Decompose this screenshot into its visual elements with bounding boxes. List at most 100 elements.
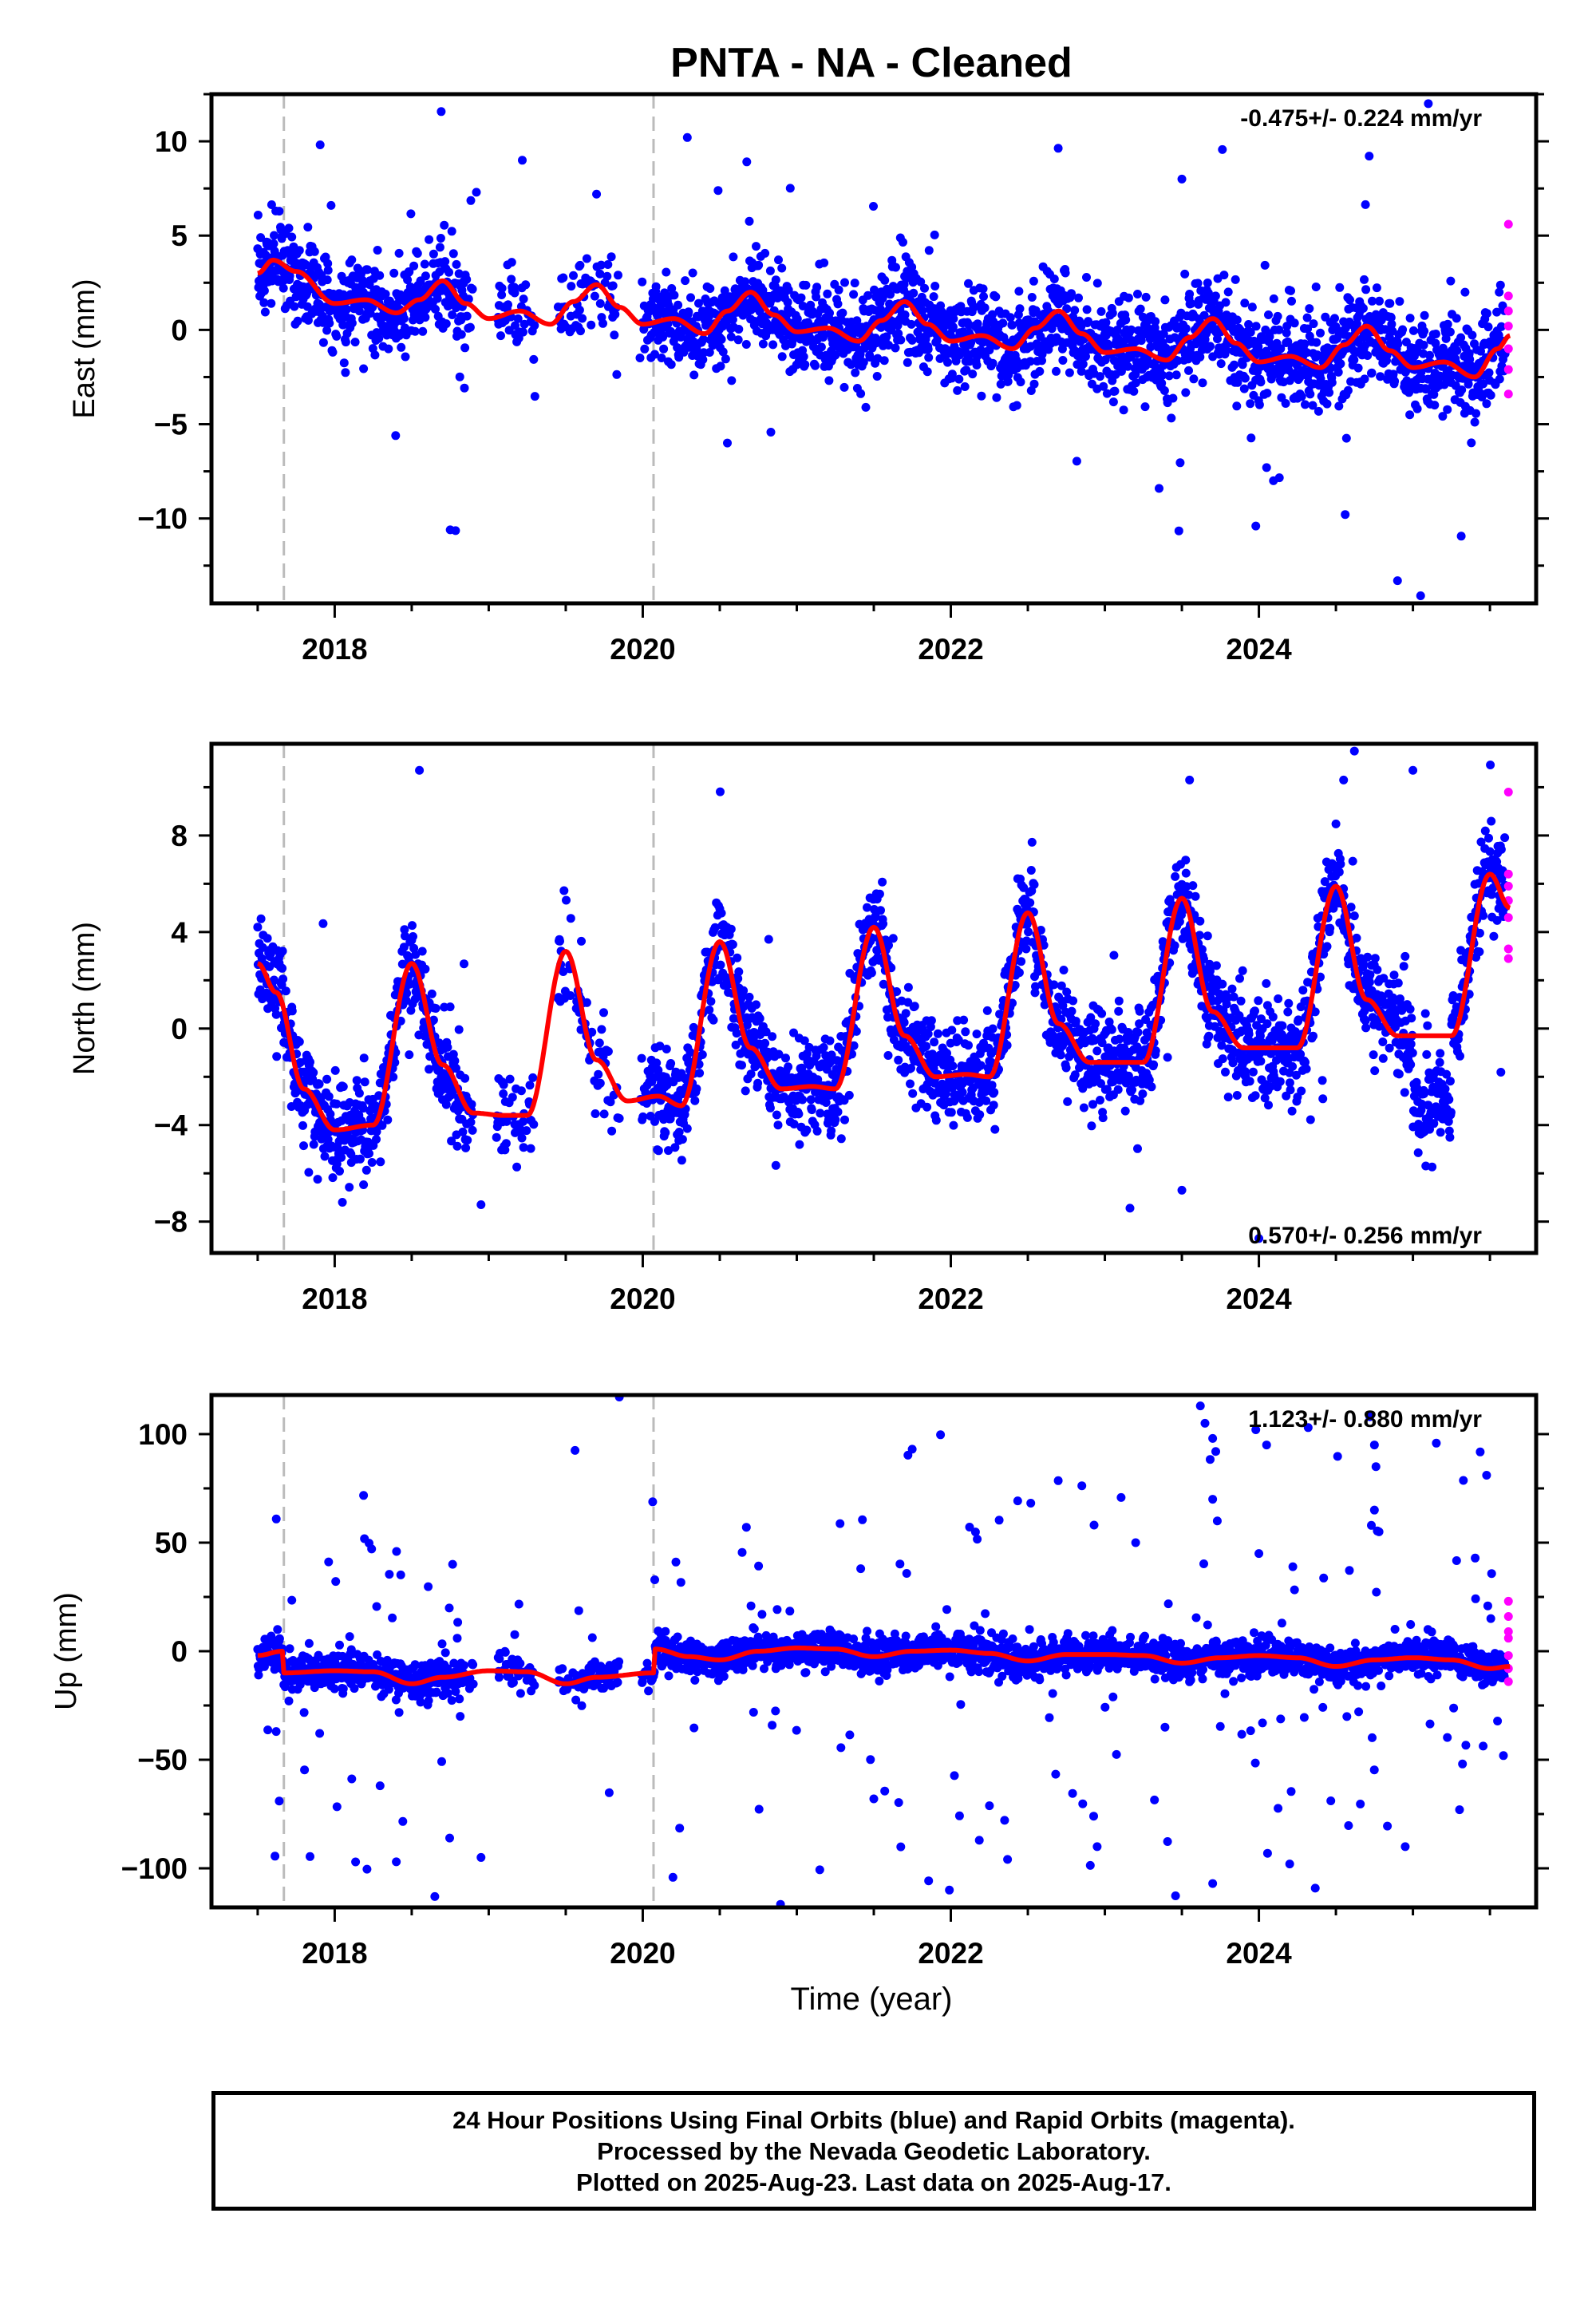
final-orbit-point	[259, 298, 269, 307]
final-orbit-point	[863, 903, 871, 912]
final-orbit-point	[1467, 438, 1476, 448]
final-orbit-point	[1077, 366, 1086, 376]
final-orbit-point	[1114, 996, 1124, 1006]
final-orbit-point	[871, 911, 880, 921]
final-orbit-point	[468, 1125, 477, 1135]
final-orbit-point	[322, 1074, 332, 1084]
final-orbit-point	[774, 1049, 784, 1059]
y-tick-label: −10	[137, 503, 188, 536]
final-orbit-point	[518, 156, 527, 165]
final-orbit-point	[492, 1132, 501, 1142]
final-orbit-point	[1213, 334, 1222, 344]
final-orbit-point	[450, 1056, 460, 1065]
final-orbit-point	[587, 320, 596, 330]
final-orbit-point	[1069, 996, 1078, 1006]
final-orbit-point	[1282, 328, 1291, 338]
final-orbit-point	[840, 278, 849, 287]
final-orbit-point	[1133, 290, 1142, 298]
final-orbit-point	[399, 943, 409, 952]
final-orbit-point	[1143, 323, 1152, 333]
final-orbit-point	[924, 353, 934, 362]
final-orbit-point	[710, 923, 720, 932]
final-orbit-point	[460, 1073, 470, 1083]
final-orbit-point	[577, 936, 586, 946]
final-orbit-point	[555, 936, 564, 946]
final-orbit-point	[279, 974, 288, 984]
final-orbit-point	[1175, 458, 1185, 468]
final-orbit-point	[916, 277, 926, 287]
final-orbit-point	[1040, 1000, 1049, 1010]
final-orbit-point	[784, 1062, 793, 1072]
final-orbit-point	[338, 320, 348, 330]
final-orbit-point	[1198, 378, 1207, 388]
final-orbit-point	[1365, 152, 1374, 161]
final-orbit-point	[732, 1029, 741, 1038]
final-orbit-point	[1244, 1030, 1254, 1039]
final-orbit-point	[686, 293, 695, 302]
final-orbit-point	[1288, 1061, 1298, 1071]
final-orbit-point	[1204, 1031, 1214, 1041]
final-orbit-point	[666, 360, 676, 370]
final-orbit-point	[1287, 296, 1296, 306]
final-orbit-point	[1301, 1057, 1310, 1067]
final-orbit-point	[408, 921, 417, 931]
final-orbit-point	[596, 260, 606, 270]
final-orbit-point	[662, 1045, 671, 1053]
final-orbit-point	[886, 290, 895, 299]
final-orbit-point	[961, 1027, 970, 1037]
final-orbit-point	[1479, 379, 1488, 389]
final-orbit-point	[1300, 339, 1310, 349]
final-orbit-point	[313, 1175, 322, 1184]
final-orbit-point	[733, 953, 742, 962]
final-orbit-point	[1003, 377, 1013, 386]
final-orbit-point	[1191, 891, 1200, 901]
final-orbit-point	[1157, 378, 1167, 388]
final-orbit-point	[259, 286, 269, 295]
final-orbit-point	[1278, 1021, 1287, 1030]
final-orbit-point	[355, 1154, 365, 1164]
final-orbit-point	[684, 307, 693, 317]
final-orbit-point	[1008, 320, 1017, 330]
final-orbit-point	[964, 1041, 973, 1050]
final-orbit-point	[1026, 386, 1036, 395]
final-orbit-point	[1197, 945, 1207, 954]
final-orbit-point	[1430, 401, 1440, 410]
final-orbit-point	[1309, 1031, 1317, 1041]
final-orbit-point	[923, 345, 933, 354]
final-orbit-point	[372, 1127, 381, 1136]
final-orbit-point	[991, 292, 1001, 302]
final-orbit-point	[1470, 417, 1479, 427]
final-orbit-point	[1229, 992, 1238, 1002]
final-orbit-point	[1341, 433, 1351, 443]
final-orbit-point	[726, 332, 736, 342]
final-orbit-point	[1395, 297, 1404, 306]
final-orbit-point	[834, 285, 843, 294]
final-orbit-point	[1049, 980, 1059, 990]
final-orbit-point	[372, 1135, 381, 1144]
final-orbit-point	[359, 364, 369, 373]
final-orbit-point	[875, 889, 884, 899]
final-orbit-point	[598, 318, 607, 328]
final-orbit-point	[448, 310, 457, 319]
final-orbit-point	[1052, 366, 1061, 376]
final-orbit-point	[519, 327, 527, 337]
final-orbit-point	[827, 1050, 836, 1060]
final-orbit-point	[298, 1120, 307, 1130]
final-orbit-point	[402, 989, 412, 998]
final-orbit-point	[948, 322, 958, 332]
final-orbit-point	[819, 1043, 828, 1052]
final-orbit-point	[504, 300, 512, 310]
final-orbit-point	[270, 975, 279, 985]
final-orbit-point	[582, 998, 591, 1007]
final-orbit-point	[851, 1026, 861, 1036]
final-orbit-point	[606, 252, 616, 262]
final-orbit-point	[1082, 273, 1091, 282]
final-orbit-point	[849, 1041, 859, 1050]
final-orbit-point	[879, 356, 889, 366]
final-orbit-point	[433, 294, 442, 303]
final-orbit-point	[460, 343, 470, 353]
final-orbit-point	[1058, 1001, 1068, 1010]
final-orbit-point	[525, 1081, 535, 1090]
final-orbit-point	[637, 1053, 646, 1063]
final-orbit-point	[1138, 1089, 1148, 1099]
